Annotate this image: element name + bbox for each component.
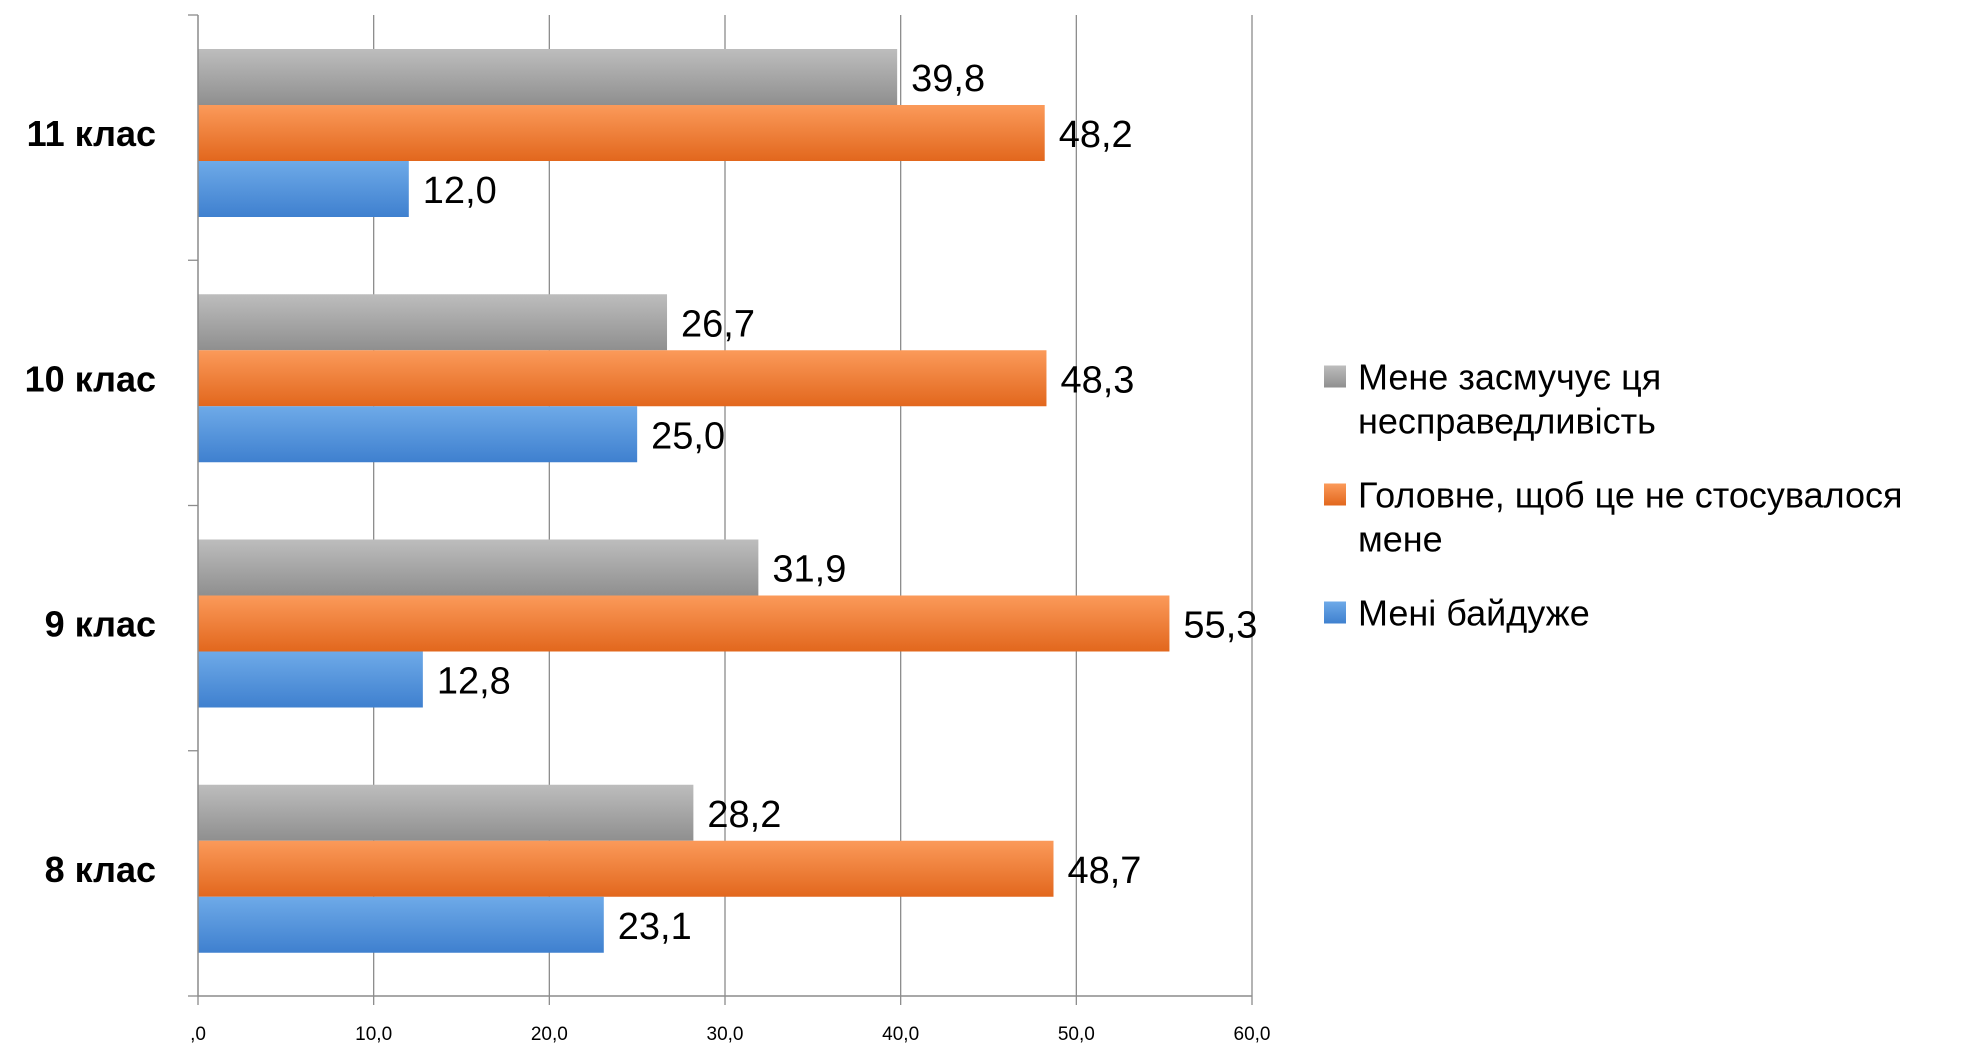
- data-label: 12,8: [437, 661, 511, 703]
- category-label: 10 клас: [25, 358, 156, 399]
- bar: [198, 539, 759, 596]
- bars: [198, 49, 1170, 953]
- x-tick-label: 40,0: [882, 1024, 919, 1043]
- data-label: 23,1: [618, 906, 692, 948]
- data-label: 48,3: [1060, 359, 1134, 401]
- data-label: 48,7: [1067, 850, 1141, 892]
- x-tick-label: 60,0: [1234, 1024, 1271, 1043]
- category-label: 8 клас: [45, 849, 156, 890]
- bar: [198, 161, 409, 217]
- category-label: 9 клас: [45, 604, 156, 645]
- x-tick-label: ,0: [190, 1024, 206, 1043]
- data-label: 12,0: [423, 170, 497, 212]
- legend-label: Головне, щоб це не стосувалося: [1358, 475, 1903, 516]
- legend-label: Мені байдуже: [1358, 593, 1590, 634]
- data-label: 28,2: [707, 794, 781, 836]
- legend-label: мене: [1358, 519, 1443, 560]
- data-label: 39,8: [911, 58, 985, 100]
- bar: [198, 350, 1047, 407]
- bar: [198, 896, 604, 953]
- bar: [198, 784, 694, 841]
- legend-swatch: [1324, 483, 1346, 506]
- data-label: 55,3: [1183, 605, 1257, 647]
- data-label: 31,9: [772, 549, 846, 591]
- data-label: 48,2: [1059, 114, 1133, 156]
- legend-label: несправедливість: [1358, 401, 1656, 442]
- bar: [198, 840, 1054, 897]
- bar: [198, 294, 668, 351]
- data-label: 25,0: [651, 415, 725, 457]
- category-label: 11 клас: [27, 113, 156, 154]
- x-tick-label: 20,0: [531, 1024, 568, 1043]
- labels: ,0 10,0 20,0 30,0 40,0 50,0 60,0 8 клас 28,2 48,7…: [25, 58, 1271, 1043]
- bar: [198, 651, 423, 708]
- bar: [198, 49, 898, 105]
- x-tick-label: 10,0: [355, 1024, 392, 1043]
- x-tick-label: 30,0: [707, 1024, 744, 1043]
- bar: [198, 595, 1170, 652]
- legend-label: Мене засмучує ця: [1358, 357, 1661, 398]
- x-tick-label: 50,0: [1058, 1024, 1095, 1043]
- data-label: 26,7: [681, 303, 755, 345]
- bar: [198, 105, 1045, 161]
- legend-swatch: [1324, 365, 1346, 388]
- axes: [188, 14, 1253, 1005]
- legend-swatch: [1324, 601, 1346, 624]
- bar: [198, 406, 638, 463]
